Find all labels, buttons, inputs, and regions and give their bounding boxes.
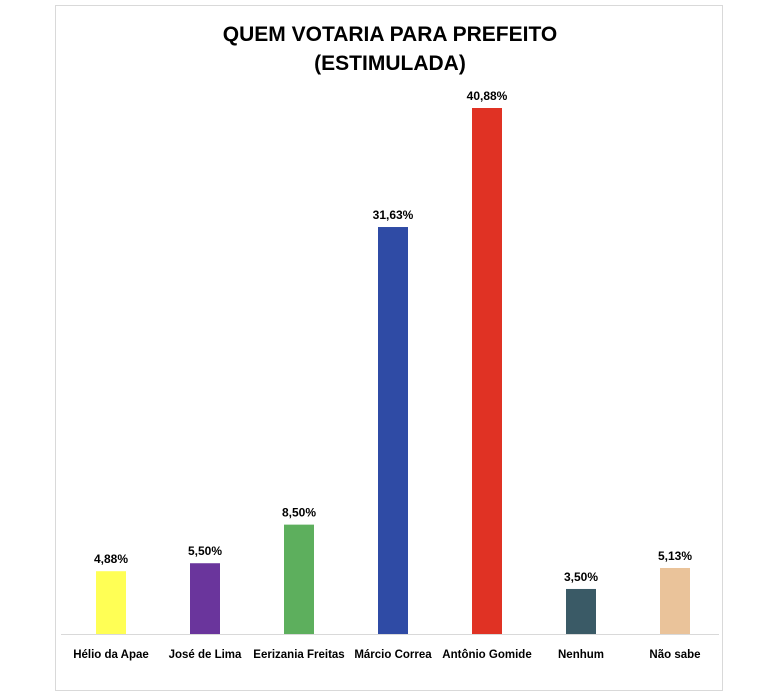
category-label: Márcio Correa [354,649,432,661]
data-label: 4,88% [94,552,128,566]
data-label: 3,50% [564,570,598,584]
category-label: José de Lima [169,649,242,661]
category-label: Não sabe [649,649,700,661]
chart-title: QUEM VOTARIA PARA PREFEITO (ESTIMULADA) [56,20,724,78]
category-label: Eerizania Freitas [253,649,344,661]
bar [566,588,596,634]
data-label: 8,50% [282,506,316,520]
bar [660,567,690,634]
bar [190,563,220,634]
data-label: 5,13% [658,549,692,563]
bar [96,571,126,634]
category-label: Antônio Gomide [442,649,531,661]
bar-chart: 4,88% Hélio da Apae 5,50% José de Lima 8,50%… [61,89,719,661]
chart-subtitle: (ESTIMULADA) [314,52,466,75]
chart-title-line1: QUEM VOTARIA PARA PREFEITO [222,23,558,46]
data-label: 40,88% [467,89,508,103]
bar [378,227,408,634]
data-label: 5,50% [188,544,222,558]
bar [284,524,314,634]
chart-frame: QUEM VOTARIA PARA PREFEITO (ESTIMULADA) … [55,5,723,691]
category-label: Nenhum [558,649,604,661]
data-label: 31,63% [373,208,414,222]
category-label: Hélio da Apae [73,649,149,661]
bar [472,108,502,634]
